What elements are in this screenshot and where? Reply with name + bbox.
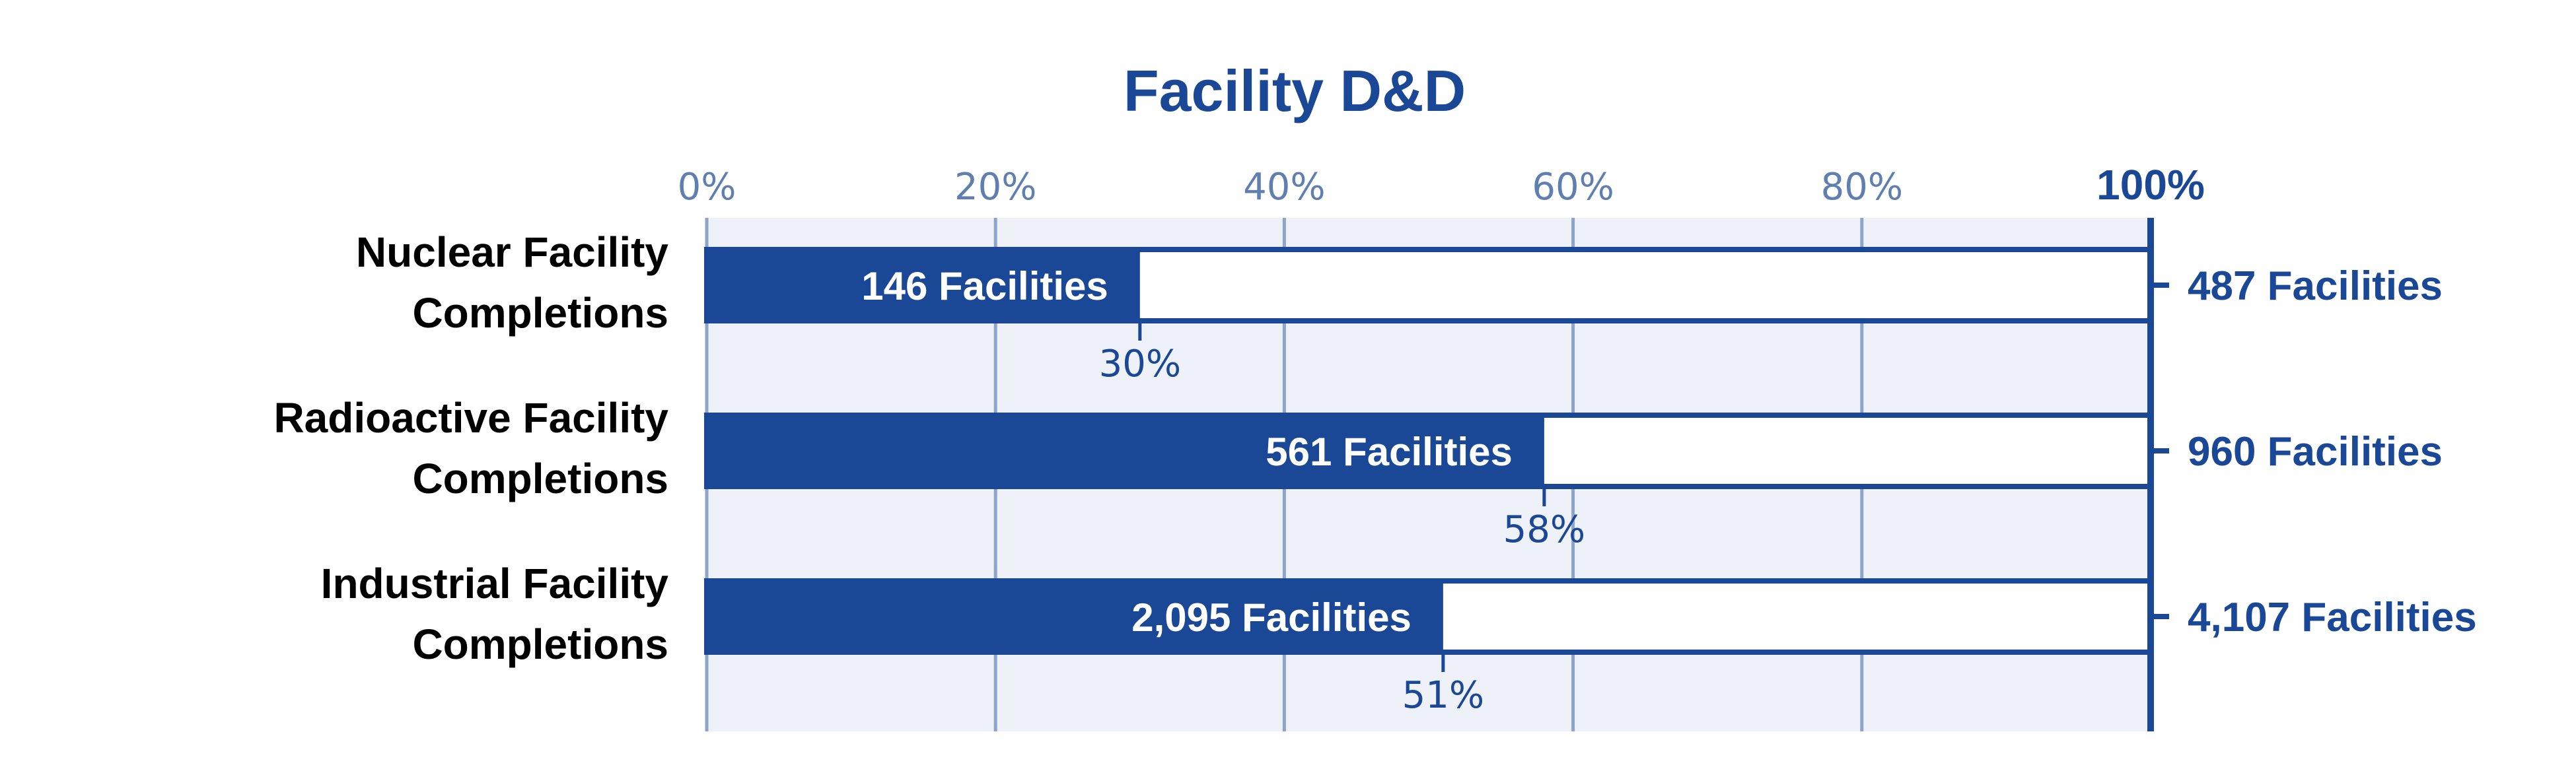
bar-percent-label: 51%: [1402, 674, 1484, 717]
category-label-line: Nuclear Facility: [356, 228, 669, 276]
x-tick-label: 0%: [678, 166, 736, 209]
bar-completed-label: 561 Facilities: [1266, 430, 1513, 474]
bar-total-label: 487 Facilities: [2188, 263, 2443, 309]
category-label: Radioactive Facility Completions: [273, 394, 668, 502]
category-label-line: Radioactive Facility: [273, 394, 668, 442]
bar-completed: [707, 250, 1140, 321]
category-label-line: Completions: [412, 620, 668, 668]
bar-completed: [707, 581, 1443, 652]
x-tick-label: 60%: [1532, 166, 1614, 209]
category-label: Nuclear Facility Completions: [356, 228, 669, 337]
bar-total-label: 4,107 Facilities: [2188, 595, 2477, 640]
x-tick-label: 80%: [1821, 166, 1903, 209]
x-tick-label: 100%: [2096, 161, 2205, 209]
category-label-line: Industrial Facility: [321, 560, 669, 607]
category-label: Industrial Facility Completions: [321, 560, 669, 668]
bar-percent-label: 58%: [1503, 508, 1585, 551]
chart-title: Facility D&D: [1124, 58, 1466, 123]
bar-completed-label: 2,095 Facilities: [1131, 595, 1412, 640]
bar-completed-label: 146 Facilities: [861, 264, 1108, 308]
plot-area: 0% 20% 40% 60% 80% 100% 146 Facilities 30% 487 F…: [273, 161, 2477, 731]
bar-percent-label: 30%: [1099, 343, 1181, 386]
bar-total-label: 960 Facilities: [2188, 429, 2443, 475]
bar-completed: [707, 415, 1544, 486]
category-label-line: Completions: [412, 455, 668, 502]
x-tick-label: 20%: [954, 166, 1036, 209]
x-tick-label: 40%: [1243, 166, 1325, 209]
category-label-line: Completions: [412, 289, 668, 337]
